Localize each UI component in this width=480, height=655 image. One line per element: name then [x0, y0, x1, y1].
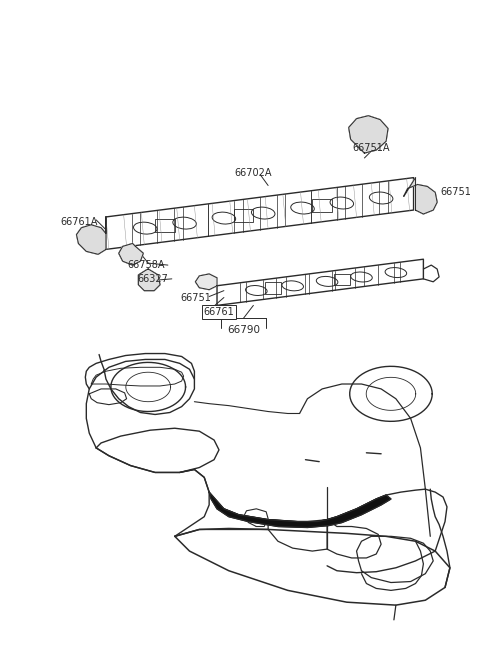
Polygon shape	[209, 492, 391, 527]
Text: 66790: 66790	[227, 325, 260, 335]
Text: 66751A: 66751A	[352, 143, 390, 153]
Polygon shape	[404, 178, 437, 214]
Polygon shape	[119, 244, 144, 265]
Polygon shape	[348, 116, 388, 153]
Text: 66751: 66751	[440, 187, 471, 197]
Text: 66761A: 66761A	[61, 217, 98, 227]
Text: 66702A: 66702A	[235, 168, 272, 178]
Text: 66758A: 66758A	[127, 260, 165, 270]
Text: 66327: 66327	[137, 274, 168, 284]
Polygon shape	[138, 269, 160, 291]
Polygon shape	[76, 217, 106, 254]
Text: 66761: 66761	[204, 307, 234, 317]
Text: 66751: 66751	[180, 293, 211, 303]
Polygon shape	[195, 274, 217, 290]
